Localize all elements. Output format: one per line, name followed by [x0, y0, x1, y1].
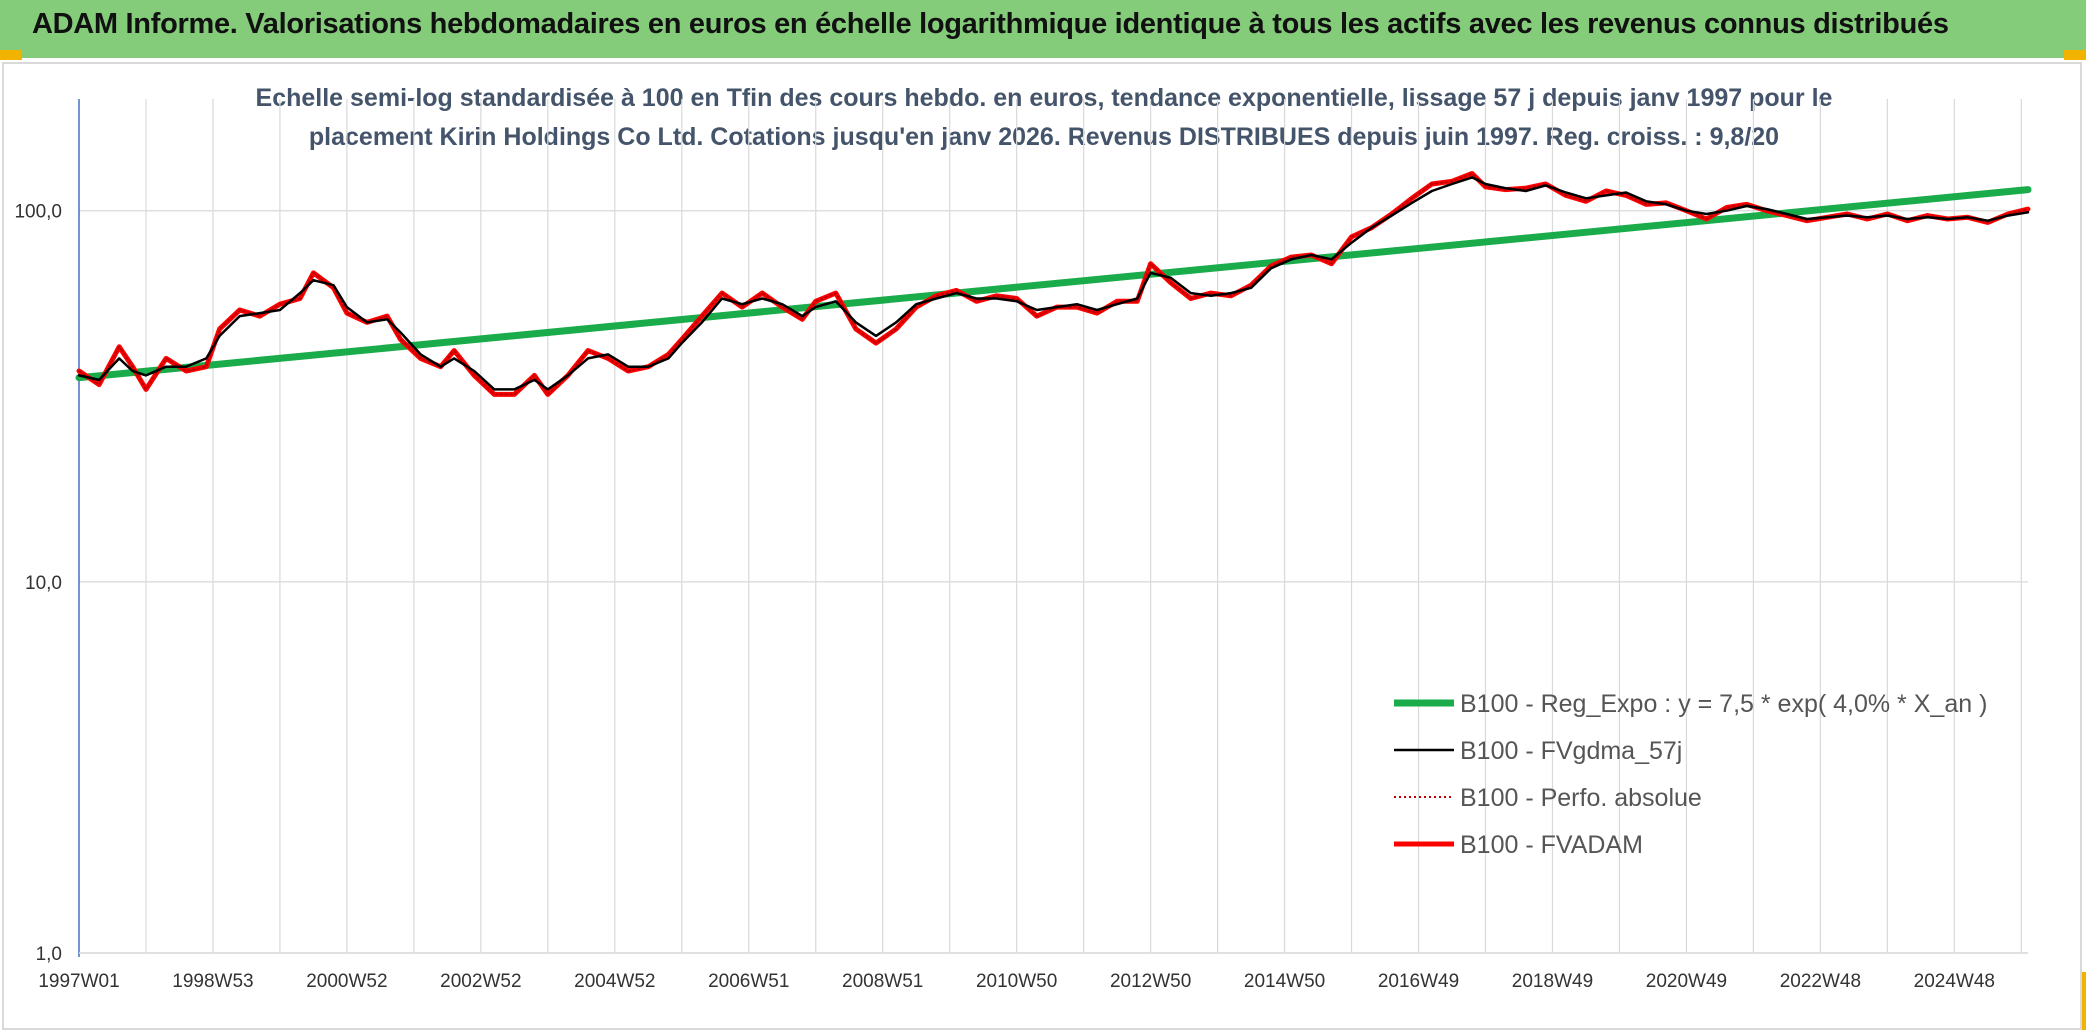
x-tick-label: 2016W49: [1378, 971, 1459, 992]
series-lines: [75, 171, 2032, 397]
series-line-thick-green: [75, 186, 2032, 382]
legend-label: B100 - FVADAM: [1460, 831, 1643, 859]
x-tick-label: 2010W50: [976, 971, 1057, 992]
x-tick-label: 2022W48: [1780, 971, 1861, 992]
chart-subtitle-line-1: Echelle semi-log standardisée à 100 en T…: [256, 84, 1833, 112]
legend-label: B100 - Reg_Expo : y = 7,5 * exp( 4,0% * …: [1460, 690, 1987, 718]
x-tick-label: 2006W51: [708, 971, 789, 992]
legend-label: B100 - FVgdma_57j: [1460, 737, 1682, 765]
corner-marker-right: [2064, 50, 2086, 60]
y-tick-label: 1,0: [36, 944, 62, 965]
grid-lines: [79, 99, 2028, 954]
chart-subtitle-line-2: placement Kirin Holdings Co Ltd. Cotatio…: [309, 123, 1779, 151]
x-tick-label: 2020W49: [1646, 971, 1727, 992]
x-tick-label: 1998W53: [172, 971, 253, 992]
series-line-thin-black: [77, 176, 2030, 391]
legend: B100 - Reg_Expo : y = 7,5 * exp( 4,0% * …: [1394, 690, 1987, 859]
axes: 100,0 10,0 1,0 1997W01 1998W53 2000W52 2002W52…: [14, 99, 2028, 992]
y-tick-label: 100,0: [14, 202, 62, 223]
corner-marker-left: [0, 50, 22, 60]
x-tick-label: 2018W49: [1512, 971, 1593, 992]
page-title: ADAM Informe. Valorisations hebdomadaire…: [32, 8, 1949, 40]
x-tick-label: 2024W48: [1914, 971, 1995, 992]
y-tick-label: 10,0: [25, 573, 62, 594]
x-tick-label: 2000W52: [306, 971, 387, 992]
x-tick-label: 2008W51: [842, 971, 923, 992]
legend-label: B100 - Perfo. absolue: [1460, 784, 1702, 812]
x-tick-label: 2012W50: [1110, 971, 1191, 992]
x-tick-label: 2014W50: [1244, 971, 1325, 992]
x-tick-label: 2004W52: [574, 971, 655, 992]
x-tick-label: 1997W01: [38, 971, 119, 992]
chart-frame: Echelle semi-log standardisée à 100 en T…: [2, 62, 2082, 1030]
chart: Echelle semi-log standardisée à 100 en T…: [14, 84, 2032, 992]
header-bar: ADAM Informe. Valorisations hebdomadaire…: [0, 0, 2086, 58]
x-tick-label: 2002W52: [440, 971, 521, 992]
